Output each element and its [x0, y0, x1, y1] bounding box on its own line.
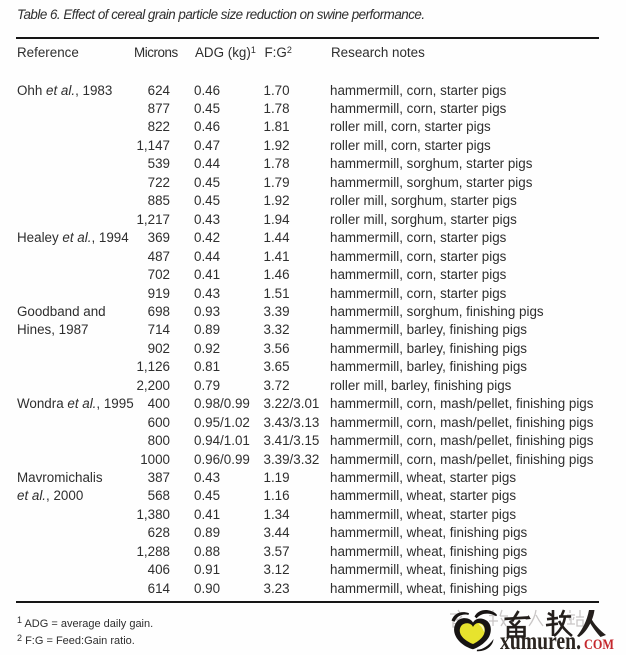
svg-text:xumuren.: xumuren. — [500, 628, 581, 655]
svg-text:COM: COM — [584, 637, 614, 653]
